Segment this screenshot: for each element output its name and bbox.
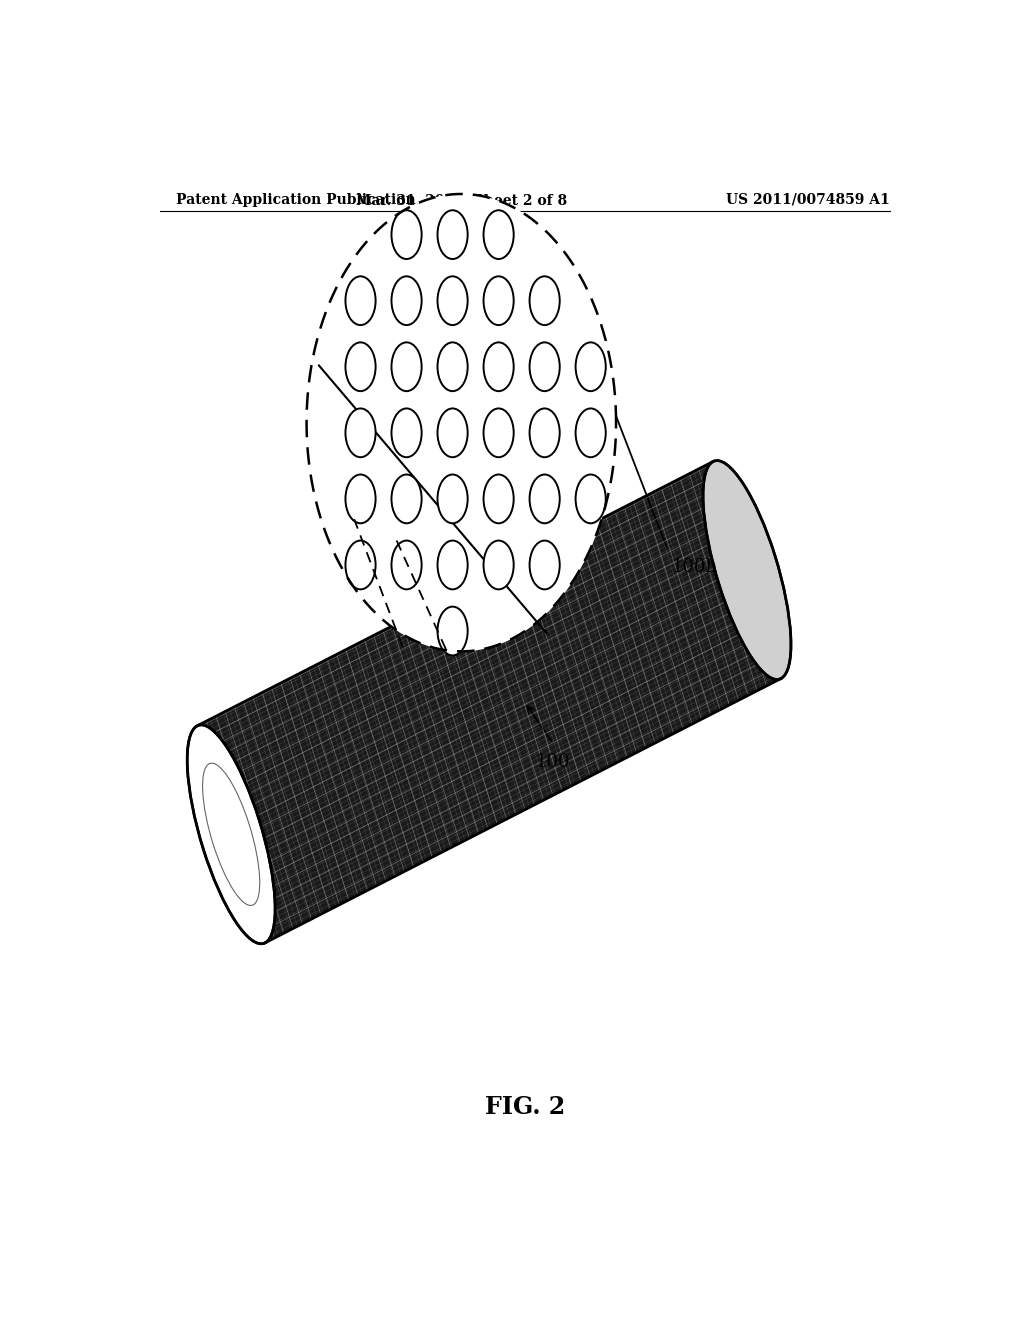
Ellipse shape [483, 342, 514, 391]
Ellipse shape [483, 276, 514, 325]
Ellipse shape [529, 408, 560, 457]
Ellipse shape [483, 474, 514, 523]
Text: 100h: 100h [672, 558, 718, 576]
Ellipse shape [483, 541, 514, 589]
Ellipse shape [529, 276, 560, 325]
Ellipse shape [483, 408, 514, 457]
Text: FIG. 2: FIG. 2 [484, 1094, 565, 1119]
Ellipse shape [345, 342, 376, 391]
Ellipse shape [437, 408, 468, 457]
Ellipse shape [345, 474, 376, 523]
Text: 100: 100 [536, 752, 569, 771]
Ellipse shape [345, 276, 376, 325]
Ellipse shape [529, 342, 560, 391]
Ellipse shape [391, 474, 422, 523]
Ellipse shape [529, 541, 560, 589]
Text: Mar. 31, 2011  Sheet 2 of 8: Mar. 31, 2011 Sheet 2 of 8 [355, 193, 567, 207]
Ellipse shape [203, 763, 260, 906]
Ellipse shape [391, 342, 422, 391]
Ellipse shape [575, 342, 606, 391]
Ellipse shape [437, 474, 468, 523]
Ellipse shape [575, 474, 606, 523]
Ellipse shape [703, 461, 791, 680]
Ellipse shape [437, 210, 468, 259]
Ellipse shape [437, 276, 468, 325]
Ellipse shape [187, 725, 275, 944]
Ellipse shape [306, 194, 616, 651]
Ellipse shape [437, 607, 468, 656]
Ellipse shape [575, 408, 606, 457]
Ellipse shape [345, 541, 376, 589]
Ellipse shape [391, 408, 422, 457]
Ellipse shape [483, 210, 514, 259]
Text: Patent Application Publication: Patent Application Publication [176, 193, 416, 207]
Ellipse shape [345, 408, 376, 457]
Text: US 2011/0074859 A1: US 2011/0074859 A1 [726, 193, 890, 207]
Ellipse shape [529, 474, 560, 523]
Ellipse shape [391, 210, 422, 259]
Ellipse shape [391, 276, 422, 325]
Ellipse shape [391, 541, 422, 589]
Ellipse shape [437, 342, 468, 391]
Ellipse shape [437, 541, 468, 589]
Polygon shape [198, 462, 781, 942]
